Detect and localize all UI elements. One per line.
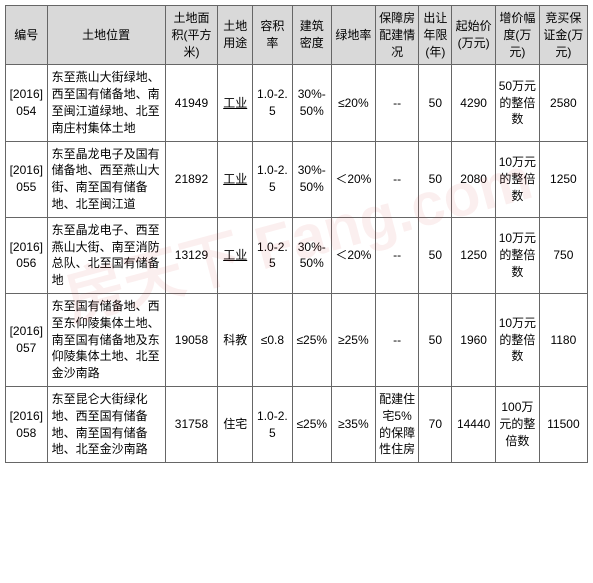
cell-price: 4290 [452,65,496,141]
cell-density: 30%-50% [292,217,331,293]
cell-years: 50 [419,293,452,386]
header-deposit: 竞买保证金(万元) [539,6,587,65]
cell-id: [2016]057 [6,293,48,386]
cell-density: 30%-50% [292,141,331,217]
header-density: 建筑密度 [292,6,331,65]
table-row: [2016]055 东至晶龙电子及国有储备地、西至燕山大街、南至国有储备地、北至… [6,141,588,217]
cell-years: 50 [419,65,452,141]
cell-area: 19058 [165,293,218,386]
header-ratio: 容积率 [253,6,292,65]
cell-green: ≥25% [331,293,375,386]
cell-ratio: 1.0-2.5 [253,141,292,217]
cell-increment: 100万元的整倍数 [496,386,540,462]
cell-area: 13129 [165,217,218,293]
cell-use: 工业 [218,141,253,217]
header-years: 出让年限(年) [419,6,452,65]
cell-area: 41949 [165,65,218,141]
cell-increment: 10万元的整倍数 [496,293,540,386]
cell-housing: -- [375,217,419,293]
cell-price: 14440 [452,386,496,462]
cell-deposit: 750 [539,217,587,293]
cell-housing: 配建住宅5%的保障性住房 [375,386,419,462]
header-row: 编号 土地位置 土地面积(平方米) 土地用途 容积率 建筑密度 绿地率 保障房配… [6,6,588,65]
cell-density: ≤25% [292,293,331,386]
cell-green: ＜20% [331,141,375,217]
cell-use: 工业 [218,65,253,141]
cell-area: 31758 [165,386,218,462]
cell-id: [2016]054 [6,65,48,141]
cell-years: 70 [419,386,452,462]
cell-years: 50 [419,217,452,293]
cell-location: 东至晶龙电子、西至燕山大街、南至消防总队、北至国有储备地 [47,217,165,293]
cell-price: 1250 [452,217,496,293]
cell-use: 科教 [218,293,253,386]
cell-ratio: ≤0.8 [253,293,292,386]
table-row: [2016]056 东至晶龙电子、西至燕山大街、南至消防总队、北至国有储备地 1… [6,217,588,293]
cell-id: [2016]058 [6,386,48,462]
cell-deposit: 11500 [539,386,587,462]
cell-ratio: 1.0-2.5 [253,217,292,293]
cell-increment: 50万元的整倍数 [496,65,540,141]
header-price: 起始价(万元) [452,6,496,65]
cell-years: 50 [419,141,452,217]
cell-housing: -- [375,141,419,217]
cell-increment: 10万元的整倍数 [496,217,540,293]
cell-use: 住宅 [218,386,253,462]
cell-id: [2016]055 [6,141,48,217]
header-location: 土地位置 [47,6,165,65]
cell-location: 东至国有储备地、西至东仰陵集体土地、南至国有储备地及东仰陵集体土地、北至金沙南路 [47,293,165,386]
header-housing: 保障房配建情况 [375,6,419,65]
cell-ratio: 1.0-2.5 [253,65,292,141]
table-row: [2016]058 东至昆仑大街绿化地、西至国有储备地、南至国有储备地、北至金沙… [6,386,588,462]
cell-price: 1960 [452,293,496,386]
cell-density: ≤25% [292,386,331,462]
cell-density: 30%-50% [292,65,331,141]
header-green: 绿地率 [331,6,375,65]
cell-location: 东至昆仑大街绿化地、西至国有储备地、南至国有储备地、北至金沙南路 [47,386,165,462]
header-increment: 增价幅度(万元) [496,6,540,65]
cell-location: 东至晶龙电子及国有储备地、西至燕山大街、南至国有储备地、北至闽江道 [47,141,165,217]
cell-housing: -- [375,65,419,141]
cell-use: 工业 [218,217,253,293]
header-area: 土地面积(平方米) [165,6,218,65]
cell-deposit: 2580 [539,65,587,141]
cell-ratio: 1.0-2.5 [253,386,292,462]
cell-green: ＜20% [331,217,375,293]
cell-green: ≤20% [331,65,375,141]
cell-deposit: 1180 [539,293,587,386]
land-auction-table: 编号 土地位置 土地面积(平方米) 土地用途 容积率 建筑密度 绿地率 保障房配… [5,5,588,463]
cell-id: [2016]056 [6,217,48,293]
cell-area: 21892 [165,141,218,217]
table-row: [2016]054 东至燕山大街绿地、西至国有储备地、南至闽江道绿地、北至南庄村… [6,65,588,141]
header-id: 编号 [6,6,48,65]
cell-increment: 10万元的整倍数 [496,141,540,217]
cell-deposit: 1250 [539,141,587,217]
cell-location: 东至燕山大街绿地、西至国有储备地、南至闽江道绿地、北至南庄村集体土地 [47,65,165,141]
cell-housing: -- [375,293,419,386]
table-row: [2016]057 东至国有储备地、西至东仰陵集体土地、南至国有储备地及东仰陵集… [6,293,588,386]
cell-green: ≥35% [331,386,375,462]
cell-price: 2080 [452,141,496,217]
header-use: 土地用途 [218,6,253,65]
